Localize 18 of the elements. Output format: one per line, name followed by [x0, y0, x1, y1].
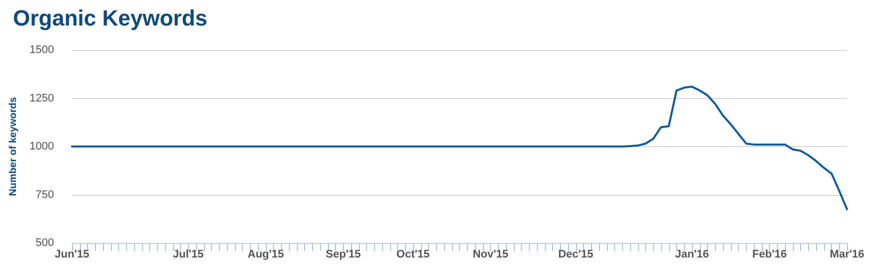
- x-tick-label: Nov'15: [472, 248, 508, 260]
- x-tick-label: Feb'16: [752, 248, 787, 260]
- y-tick-label: 1500: [30, 44, 54, 56]
- x-tick-label: Oct'15: [396, 248, 430, 260]
- y-tick-label: 750: [36, 188, 54, 201]
- y-tick-label: 1250: [30, 92, 54, 104]
- y-axis-title: Number of keywords: [8, 96, 20, 196]
- x-tick-label: Jul'15: [172, 248, 204, 260]
- line-series: [71, 86, 848, 210]
- x-tick-label: Jun'15: [54, 248, 90, 260]
- chart-title: Organic Keywords: [13, 6, 208, 30]
- x-tick-label: Aug'15: [248, 248, 284, 260]
- x-tick-label: Jan'16: [675, 248, 709, 260]
- x-tick-label: Mar'16: [830, 248, 864, 260]
- y-tick-label: 1000: [30, 140, 54, 152]
- y-tick-label: 500: [36, 237, 54, 249]
- x-tick-label: Dec'15: [558, 248, 594, 260]
- x-tick-label: Sep'15: [326, 248, 361, 260]
